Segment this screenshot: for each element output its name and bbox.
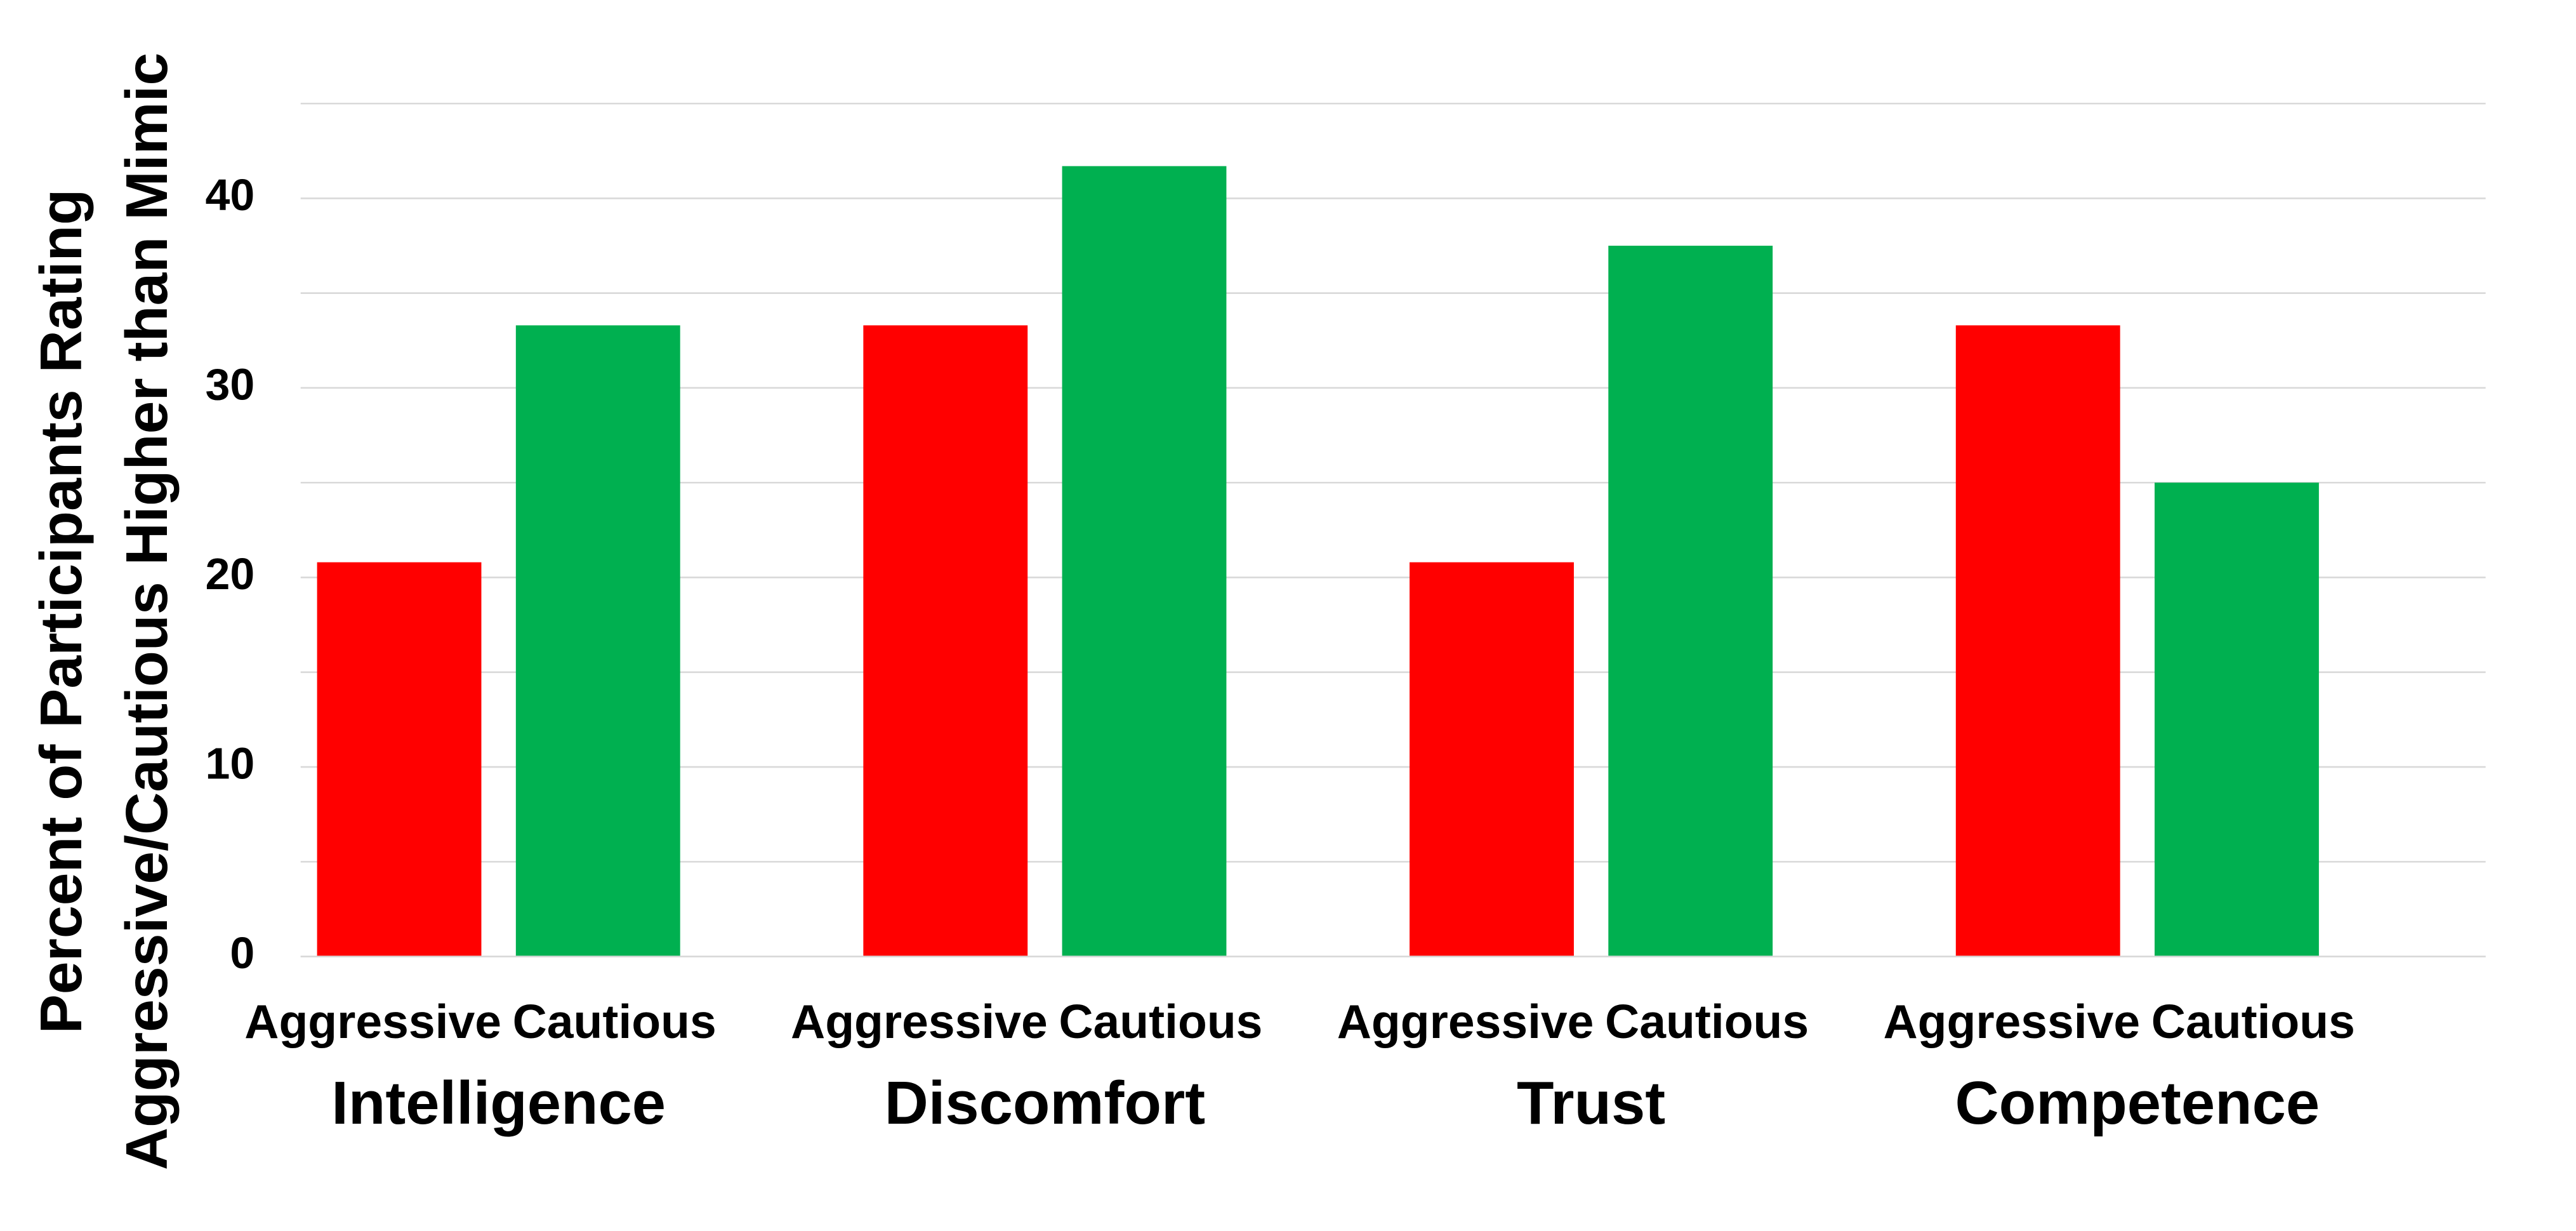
category-label: Discomfort [885, 1069, 1205, 1137]
series-label: Aggressive [1883, 995, 2140, 1048]
y-axis-label-line: Percent of Participants Rating [28, 189, 94, 1034]
series-label: Cautious [513, 995, 717, 1048]
series-label: Cautious [1605, 995, 1809, 1048]
category-label: Trust [1517, 1069, 1665, 1137]
y-axis-label: Percent of Participants Rating Aggressiv… [28, 53, 180, 1171]
bar [1062, 166, 1227, 957]
y-tick-label: 10 [206, 739, 255, 789]
series-label: Aggressive [244, 995, 501, 1048]
bar [2155, 482, 2319, 957]
bar [1608, 246, 1773, 957]
y-tick-label: 30 [206, 359, 255, 409]
bar [1955, 325, 2120, 957]
bar [317, 562, 482, 957]
category-label: Intelligence [331, 1069, 666, 1137]
y-tick-label: 20 [206, 549, 255, 599]
series-label: Aggressive [1337, 995, 1594, 1048]
bar [1410, 562, 1574, 957]
y-tick-label: 40 [206, 170, 255, 220]
y-axis-label-line: Aggressive/Cautious Higher than Mimic [114, 53, 180, 1171]
series-label: Aggressive [791, 995, 1048, 1048]
bar [863, 325, 1028, 957]
series-label: Cautious [2151, 995, 2355, 1048]
category-label: Competence [1955, 1069, 2320, 1137]
bar [515, 325, 680, 957]
series-label: Cautious [1059, 995, 1262, 1048]
y-tick-label: 0 [230, 928, 254, 978]
